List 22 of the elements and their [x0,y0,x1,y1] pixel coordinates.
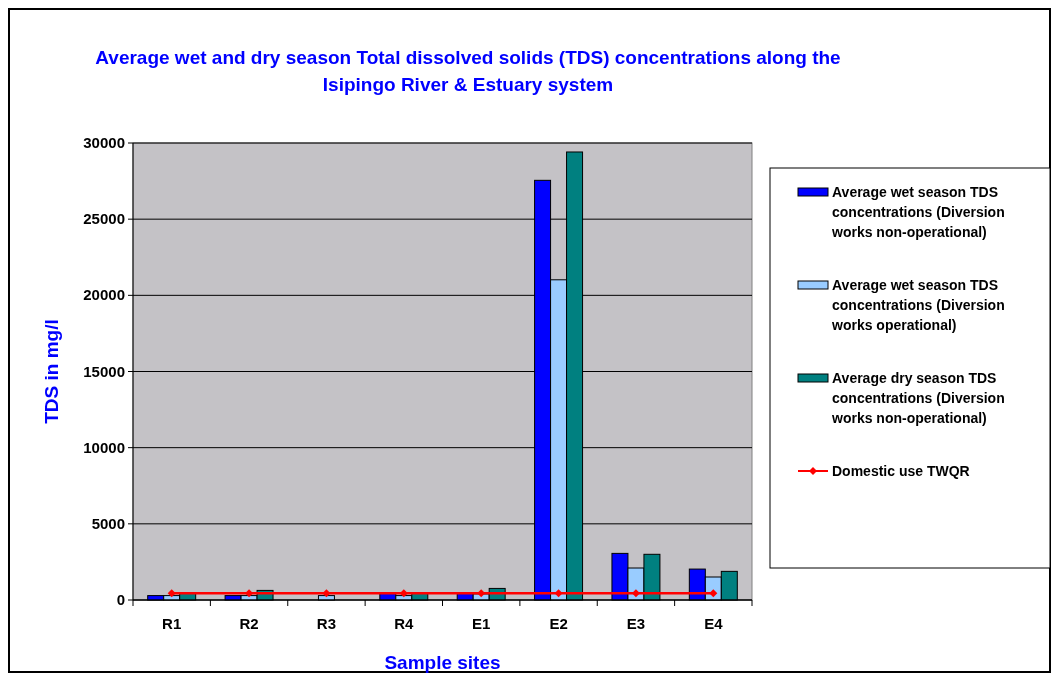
legend-label: Domestic use TWQR [832,463,970,479]
x-tick-label: E1 [472,615,491,632]
y-tick-label: 20000 [83,286,125,304]
legend-label: Average dry season TDS concentrations (Diversion works non-operational) [831,370,1005,426]
y-axis-title: TDS in mg/l [41,319,62,424]
x-tick-label: E3 [626,615,646,632]
y-tick-label: 10000 [83,438,125,456]
x-tick-label: R2 [239,615,259,632]
x-tick-label: R3 [316,615,337,632]
y-tick-label: 5000 [91,514,125,532]
y-tick-label: 15000 [83,362,125,380]
x-tick-label: E4 [704,615,724,632]
legend-label: Average wet season TDS concentrations (Diversion works operational) [831,277,1005,333]
chart-title: Average wet and dry season Total dissolved solids (TDS) concentrations along the Isipingo River & Estuary system [95,47,841,95]
y-tick-label: 25000 [83,210,125,228]
y-tick-label: 30000 [83,134,125,151]
x-tick-label: E2 [549,615,568,632]
x-axis-title: Sample sites [384,652,501,673]
y-tick-label: 0 [116,591,125,608]
x-tick-label: R1 [162,615,182,632]
x-tick-label: R4 [394,615,415,632]
legend-label: Average wet season TDS concentrations (Diversion works non-operational) [831,184,1005,240]
